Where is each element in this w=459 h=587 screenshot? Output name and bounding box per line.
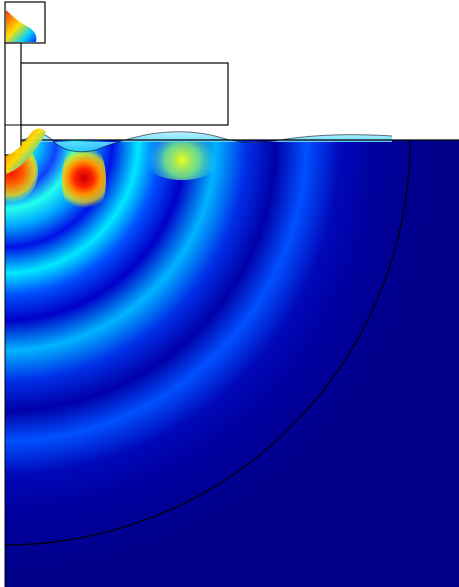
wave-field [5, 140, 459, 587]
surface-wave-line [21, 131, 393, 153]
perfectly-matched-layer-boundary [4, 139, 411, 546]
top-box-field [6, 10, 37, 42]
surface-wave-band [22, 131, 392, 152]
near-source-field [6, 128, 46, 174]
column-field-spot [4, 80, 20, 104]
far-field-shade [5, 140, 459, 587]
horizontal-plate [20, 62, 229, 126]
